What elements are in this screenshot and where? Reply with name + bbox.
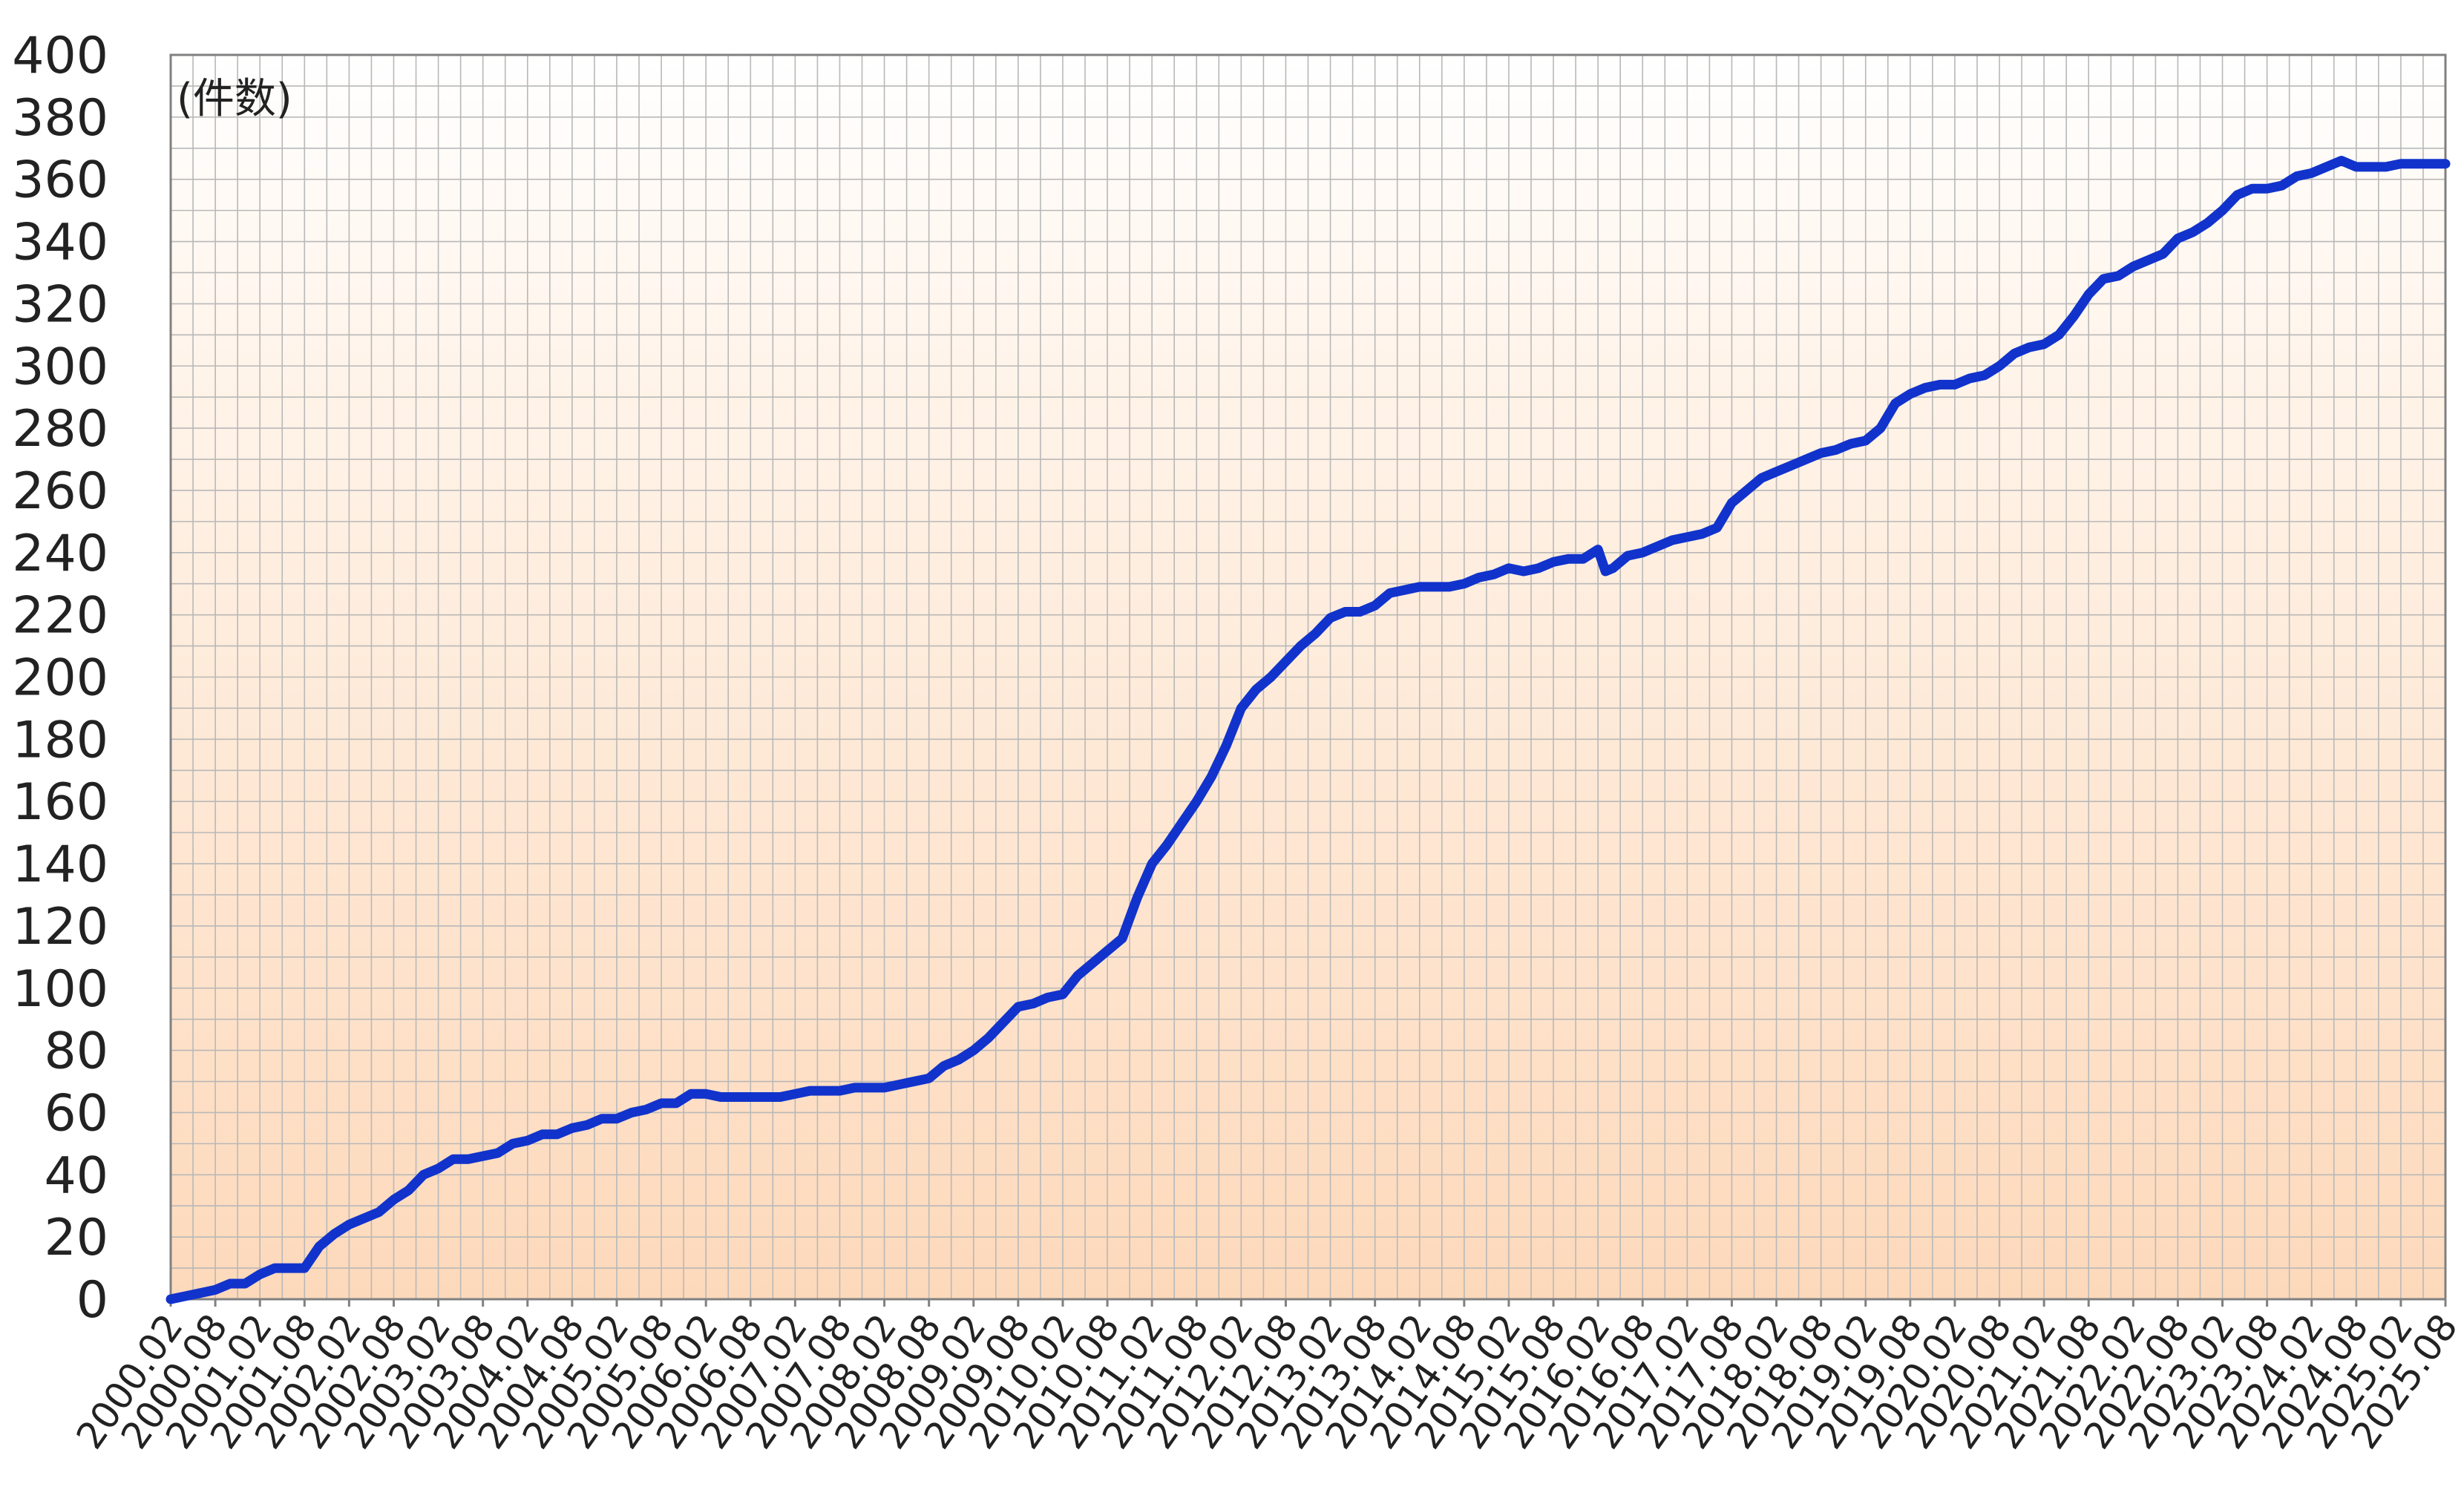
series-layer <box>166 156 2451 1304</box>
y-tick-label: 360 <box>12 151 108 210</box>
series-line <box>166 156 2451 1304</box>
y-tick-label: 280 <box>12 400 108 459</box>
y-tick-label: 120 <box>12 898 108 956</box>
y-tick-label: 320 <box>12 275 108 334</box>
x-axis-labels: 2000.022000.082001.022001.082002.022002.… <box>68 1299 2464 1457</box>
y-tick-label: 20 <box>44 1209 108 1267</box>
y-tick-label: 100 <box>12 960 108 1019</box>
y-tick-label: 80 <box>44 1022 108 1081</box>
y-tick-label: 220 <box>12 587 108 646</box>
y-tick-label: 160 <box>12 773 108 832</box>
y-tick-label: 240 <box>12 525 108 583</box>
y-tick-label: 200 <box>12 649 108 708</box>
y-tick-label: 300 <box>12 338 108 396</box>
y-tick-label: 180 <box>12 711 108 769</box>
y-tick-label: 260 <box>12 462 108 521</box>
plot-frame <box>169 53 2447 1301</box>
y-tick-label: 0 <box>76 1271 108 1330</box>
unit-label: (件数) <box>177 75 292 123</box>
grid-lines <box>171 55 2445 1299</box>
y-tick-label: 380 <box>12 89 108 148</box>
y-tick-label: 40 <box>44 1146 108 1205</box>
y-tick-label: 140 <box>12 835 108 894</box>
y-tick-label: 400 <box>12 27 108 85</box>
y-tick-label: 60 <box>44 1084 108 1143</box>
y-axis-labels: 0204060801001201401601802002202402602803… <box>12 27 108 1330</box>
y-tick-label: 340 <box>12 214 108 272</box>
